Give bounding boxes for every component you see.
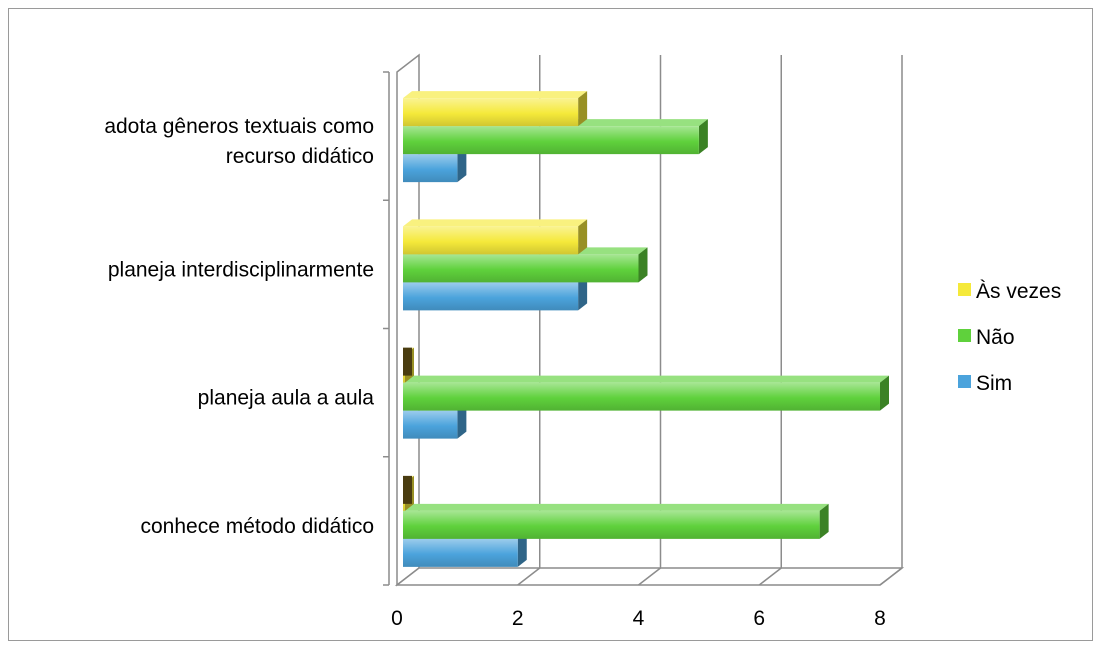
legend-swatch (958, 375, 971, 388)
bar-front-face (403, 126, 699, 155)
legend-item: Sim (958, 372, 1012, 395)
bar-front-face (403, 382, 880, 411)
bar-side-face (517, 531, 527, 567)
bar-side-face (578, 275, 588, 311)
bar-às-vezes (403, 219, 588, 255)
legend-label: Sim (976, 372, 1012, 395)
bar-zero-stub (403, 347, 412, 376)
legend-item: Às vezes (958, 280, 1061, 303)
bar-zero-stub (403, 475, 412, 504)
category-label: planeja interdisciplinarmente (108, 258, 374, 281)
grid-floor-line (517, 567, 541, 586)
legend-label: Às vezes (976, 280, 1061, 303)
grid-floor-line (638, 567, 661, 586)
bar-side-face (457, 403, 467, 439)
bars (403, 91, 889, 567)
bar-front-face (403, 154, 458, 183)
axes (383, 71, 390, 586)
bar-side-face (578, 91, 588, 127)
x-tick-labels: 0 2 4 6 8 (391, 607, 886, 630)
bar-front-face (403, 538, 518, 567)
grid-floor-line (879, 567, 903, 586)
bar-às-vezes (403, 475, 414, 511)
bar-às-vezes (403, 347, 414, 383)
bar-side-face (880, 375, 889, 411)
legend-swatch (958, 283, 971, 296)
bar-top-face (403, 503, 829, 511)
category-label: conhece método didático (141, 515, 375, 538)
legend-label: Não (976, 326, 1015, 349)
bar-não (403, 375, 889, 411)
legend: Às vezes Não Sim (958, 280, 1061, 395)
bar-top-face (403, 219, 588, 227)
bar-side-face (638, 247, 648, 283)
x-tick-label: 2 (512, 607, 524, 630)
category-labels: conhece método didático planeja aula a au… (104, 115, 374, 538)
x-tick-label: 4 (633, 607, 645, 630)
bar-side-face (457, 147, 467, 183)
bar-front-face (403, 98, 579, 127)
legend-swatch (958, 329, 971, 342)
grid-floor-line (758, 567, 782, 586)
bar-side-face (819, 503, 829, 539)
bar-top-face (403, 375, 889, 383)
bar-front-face (403, 410, 458, 439)
bar-top-face (403, 91, 588, 99)
bar-front-face (403, 510, 820, 539)
x-tick-label: 6 (753, 607, 765, 630)
bar-front-face (403, 282, 579, 311)
x-tick-label: 0 (391, 607, 403, 630)
legend-item: Não (958, 326, 1015, 349)
bar-side-face (578, 219, 588, 255)
x-tick-label: 8 (874, 607, 886, 630)
category-label: adota gêneros textuais como (104, 115, 374, 138)
bar-front-face (403, 254, 639, 283)
bar-side-face (698, 119, 708, 155)
bar-às-vezes (403, 91, 588, 127)
category-label: planeja aula a aula (198, 387, 375, 410)
bar-não (403, 503, 829, 539)
category-label: recurso didático (226, 145, 374, 168)
bar-front-face (403, 226, 579, 255)
